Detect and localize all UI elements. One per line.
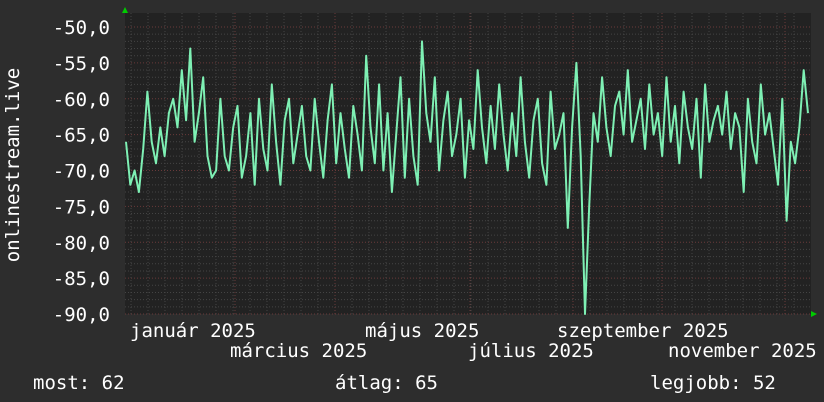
average-value: átlag: 65 [335,372,438,394]
y-ticks: -50,0 -55,0 -60,0 -65,0 -70,0 -75,0 -80,0 -85,0… [53,17,110,326]
y-tick-label: -80,0 [53,232,110,254]
x-tick-label: március 2025 [230,340,367,362]
series-line [125,40,809,315]
best-value: legjobb: 52 [650,372,776,394]
x-tick-label: szeptember 2025 [557,320,729,342]
x-axis-arrow [811,311,817,317]
x-tick-label: július 2025 [468,340,594,362]
y-tick-label: -90,0 [53,304,110,326]
y-tick-label: -50,0 [53,17,110,39]
x-tick-label: január 2025 [130,320,256,342]
y-axis-label: onlinestream.live [2,68,24,262]
y-tick-label: -60,0 [53,89,110,111]
grid [125,13,811,315]
y-axis-arrow [122,7,128,13]
y-tick-label: -65,0 [53,125,110,147]
current-value: most: 62 [33,372,125,394]
x-tick-label: május 2025 [365,320,479,342]
y-tick-label: -55,0 [53,53,110,75]
y-tick-label: -70,0 [53,161,110,183]
x-tick-label: november 2025 [668,340,817,362]
y-tick-label: -85,0 [53,268,110,290]
y-tick-label: -75,0 [53,196,110,218]
